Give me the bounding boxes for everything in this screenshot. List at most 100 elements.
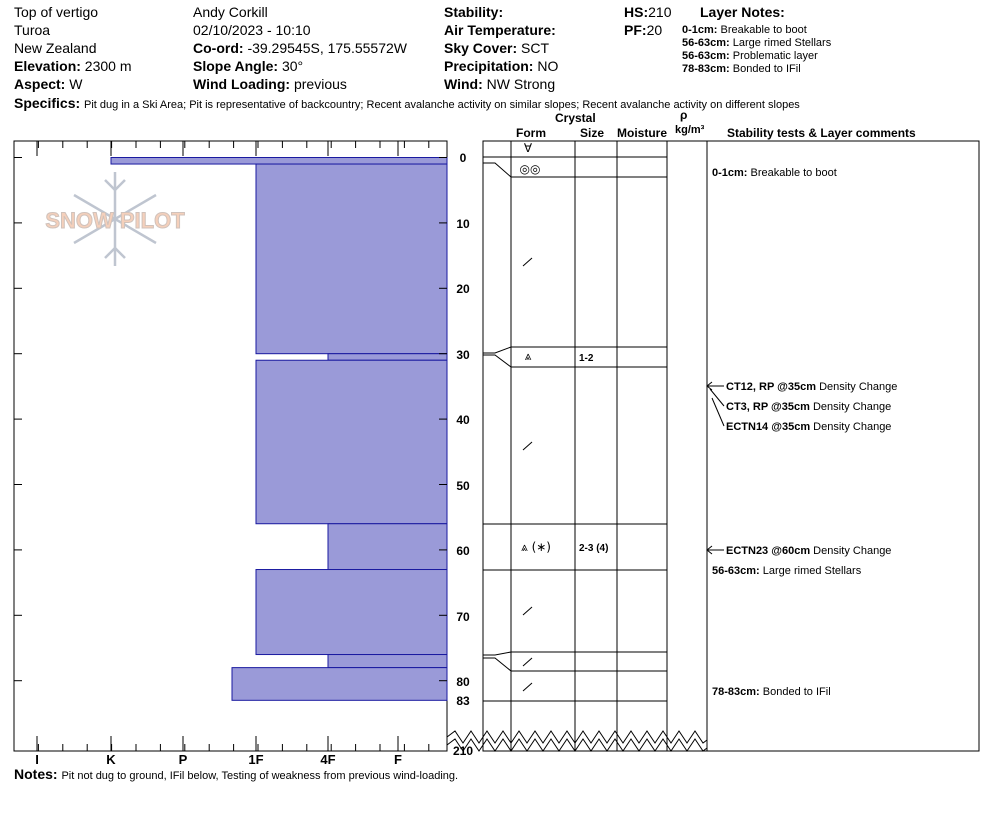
stability-test-label: CT12, RP @35cm Density Change — [726, 381, 897, 393]
air-temperature: Air Temperature: — [444, 22, 556, 38]
hardness-tick-label: P — [179, 752, 188, 767]
grain-table-columns — [510, 141, 708, 751]
region: Turoa — [14, 22, 51, 38]
grain-size-label: 1-2 — [579, 353, 594, 364]
layer-note-range: 56-63cm: — [682, 37, 730, 49]
precip-label: Precipitation: — [444, 58, 534, 74]
decomposing-particle-icon — [522, 657, 533, 667]
decomposing-particle-icon — [522, 682, 533, 692]
depth-connector-line — [483, 162, 512, 178]
test-arrow — [711, 397, 725, 427]
layer-comment-label: 78-83cm: Bonded to IFil — [712, 686, 831, 698]
aspect: Aspect: W — [14, 76, 82, 92]
hardness-layer-bar — [255, 163, 448, 355]
coord-label: Co-ord: — [193, 40, 244, 56]
depth-break-zigzag — [446, 738, 708, 752]
depth-tick-label: 40 — [456, 413, 470, 427]
snowflake-icon — [73, 172, 157, 266]
size-header: Size — [580, 126, 605, 140]
hardness-layer-bar — [255, 569, 448, 656]
stability-comments: CT12, RP @35cm Density Change CT3, RP @35… — [706, 167, 897, 698]
coordinates: Co-ord: -39.29545S, 175.55572W — [193, 40, 407, 56]
sky-label: Sky Cover: — [444, 40, 518, 56]
layer-note-text: Large rimed Stellars — [732, 37, 832, 49]
hardness-layer-bar — [255, 359, 448, 525]
hs-label: HS: — [624, 4, 649, 20]
layer-note-text: Bonded to IFil — [732, 63, 801, 75]
crystal-header: Crystal — [555, 111, 596, 125]
grain-table-frame — [482, 140, 980, 752]
depth-tick-label: 60 — [456, 544, 470, 558]
layer-note-range: 0-1cm: — [682, 24, 718, 36]
observer: Andy Corkill — [193, 4, 268, 20]
comments-header: Stability tests & Layer comments — [727, 126, 916, 140]
layer-note-range: 56-63cm: — [682, 50, 730, 62]
wind-value: NW Strong — [486, 76, 556, 92]
layer-comment-label-code: 56-63cm: — [712, 565, 763, 577]
depth-tick-label: 10 — [456, 217, 470, 231]
depth-tick-label: 50 — [456, 479, 470, 493]
layer-notes-title: Layer Notes: — [700, 4, 785, 20]
depth-connector-line — [483, 346, 512, 354]
melt-form-icon: ◎◎ — [520, 162, 541, 176]
hardness-layer-bar — [327, 654, 448, 669]
wind: Wind: NW Strong — [444, 76, 555, 92]
stability-test-label: ECTN23 @60cm Density Change — [726, 545, 891, 557]
layer-note: 56-63cm: Problematic layer — [682, 50, 818, 63]
stability-test-label-text: Density Change — [819, 381, 897, 393]
test-arrow-head — [706, 381, 713, 391]
decomposing-particle-icon — [522, 441, 533, 451]
sky-cover: Sky Cover: SCT — [444, 40, 549, 56]
decomposing-particle-icon — [522, 606, 533, 616]
layer-note: 0-1cm: Breakable to boot — [682, 24, 807, 37]
layer-note: 78-83cm: Bonded to IFil — [682, 63, 801, 76]
location: Top of vertigo — [14, 4, 99, 20]
sky-value: SCT — [521, 40, 550, 56]
form-header: Form — [516, 126, 546, 140]
hardness-tick-label: I — [35, 752, 39, 767]
hardness-tick-label: K — [106, 752, 116, 767]
layer-comment-label-text: Breakable to boot — [751, 167, 837, 179]
wind-loading: Wind Loading: previous — [193, 76, 347, 92]
layer-comment-label-text: Bonded to IFil — [763, 686, 831, 698]
slope-angle: Slope Angle: 30° — [193, 58, 303, 74]
aspect-label: Aspect: — [14, 76, 66, 92]
depth-tick-label: 70 — [456, 610, 470, 624]
pf-value: 20 — [646, 22, 663, 38]
hs-value: 210 — [648, 4, 672, 20]
layer-comment-label: 56-63cm: Large rimed Stellars — [712, 565, 862, 577]
layer-comment-label-code: 78-83cm: — [712, 686, 763, 698]
aspect-value: W — [69, 76, 83, 92]
country: New Zealand — [14, 40, 97, 56]
layer-comment-label-text: Large rimed Stellars — [763, 565, 862, 577]
test-arrow-head — [706, 545, 713, 555]
stability-test-label-text: Density Change — [813, 421, 891, 433]
hardness-layer-bar — [110, 157, 448, 165]
stability-label: Stability: — [444, 4, 504, 20]
snowpilot-logo-text: SNOW PILOT — [45, 208, 185, 233]
stability-test-label-code: ECTN23 @60cm — [726, 545, 813, 557]
specifics-label: Specifics: — [14, 95, 81, 111]
depth-tick-label: 30 — [456, 348, 470, 362]
depth-tick-label: 83 — [456, 694, 470, 708]
notes: Notes: Pit not dug to ground, IFil below… — [14, 766, 458, 783]
stability-test-label-code: ECTN14 @35cm — [726, 421, 813, 433]
hardness-tick-label: 4F — [320, 752, 335, 767]
stability-test-label-code: CT3, RP @35cm — [726, 401, 813, 413]
layer-note-text: Breakable to boot — [720, 24, 807, 36]
decomposing-particle-icon — [522, 257, 533, 267]
pf: PF:20 — [624, 22, 662, 38]
depth-tick-label: 80 — [456, 675, 470, 689]
depth-tick-label: 20 — [456, 282, 470, 296]
depth-break-zigzag — [446, 730, 708, 744]
depth-connector-line — [483, 354, 512, 368]
grain-rows: ∀ ◎◎ ⩓ ⩓ (∗) 1-2 2-3 (4) — [483, 141, 667, 702]
stability-test-label-text: Density Change — [813, 401, 891, 413]
notes-value: Pit not dug to ground, IFil below, Testi… — [61, 770, 459, 782]
hardness-layer-bar — [327, 523, 448, 571]
hardness-axis: I K P 1F 4F F — [13, 141, 430, 767]
wind-label: Wind: — [444, 76, 483, 92]
depth-tick-label: 0 — [460, 151, 467, 165]
